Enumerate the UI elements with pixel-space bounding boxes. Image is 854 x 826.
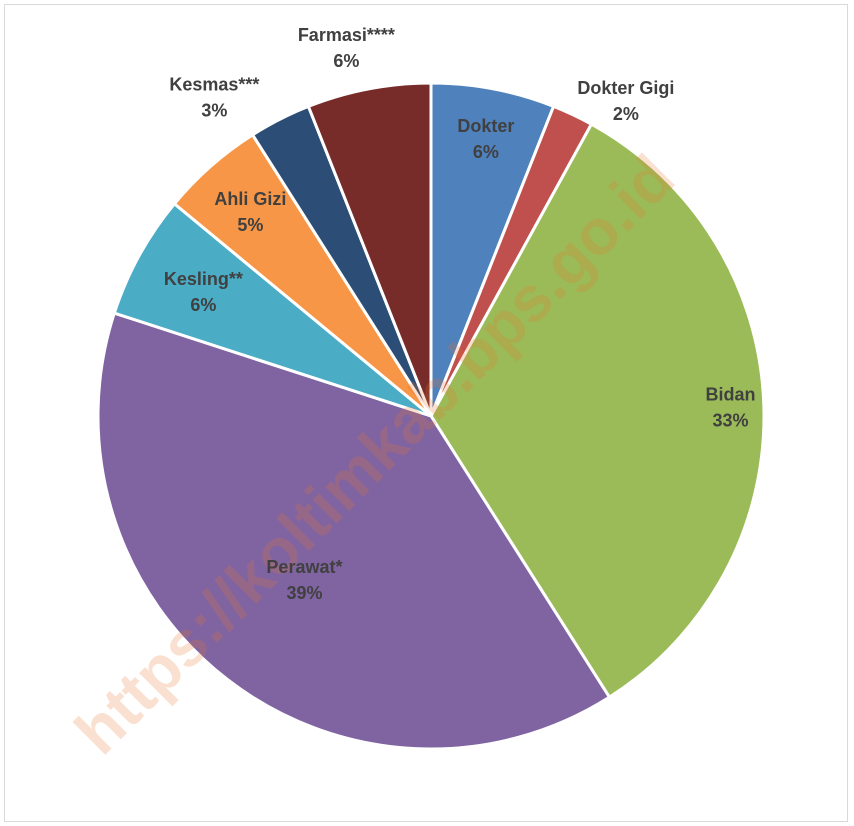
data-label-percent: 6%	[333, 51, 359, 71]
data-label-kesmas: Kesmas*** 3%	[169, 75, 259, 121]
data-label-percent: 2%	[613, 104, 639, 124]
data-label-category: Kesling**	[164, 269, 243, 289]
data-label-percent: 5%	[237, 215, 263, 235]
data-label-category: Farmasi****	[298, 25, 395, 45]
data-label-category: Perawat*	[266, 557, 342, 577]
data-label-farmasi: Farmasi**** 6%	[298, 25, 395, 71]
data-label-percent: 33%	[713, 411, 749, 431]
pie-labels: Dokter 6% Dokter Gigi 2% Bidan 33% Perawat* 39%…	[164, 25, 756, 603]
pie-slices	[96, 81, 766, 751]
data-label-kesling: Kesling** 6%	[164, 269, 243, 315]
pie-slice-farmasi	[306, 81, 433, 418]
data-label-percent: 6%	[190, 295, 216, 315]
pie-slice-bidan	[429, 122, 766, 699]
data-label-perawat: Perawat* 39%	[266, 557, 342, 603]
data-label-percent: 6%	[473, 142, 499, 162]
data-label-percent: 39%	[286, 583, 322, 603]
data-label-category: Kesmas***	[169, 75, 259, 95]
data-label-bidan: Bidan 33%	[706, 385, 756, 431]
pie-slice-kesling	[112, 202, 433, 418]
data-label-category: Dokter	[457, 116, 514, 136]
data-label-category: Ahli Gizi	[214, 189, 286, 209]
data-label-category: Dokter Gigi	[577, 78, 674, 98]
data-label-dokter: Dokter 6%	[457, 116, 514, 162]
pie-slice-perawat	[96, 311, 611, 751]
pie-slice-dokter	[429, 81, 556, 418]
data-label-category: Bidan	[706, 385, 756, 405]
data-label-ahli-gizi: Ahli Gizi 5%	[214, 189, 286, 235]
data-label-dokter-gigi: Dokter Gigi 2%	[577, 78, 674, 124]
data-label-percent: 3%	[201, 101, 227, 121]
